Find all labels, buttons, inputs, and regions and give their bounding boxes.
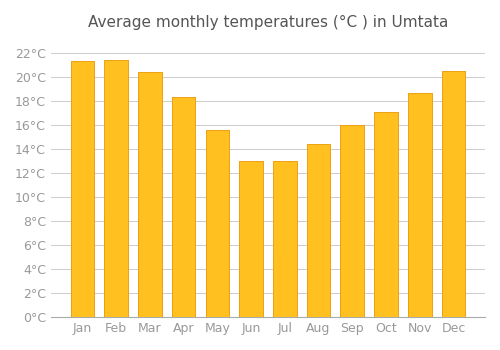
Title: Average monthly temperatures (°C ) in Umtata: Average monthly temperatures (°C ) in Um…	[88, 15, 448, 30]
Bar	[306, 144, 330, 317]
Bar	[70, 61, 94, 317]
Bar	[172, 97, 196, 317]
Bar	[240, 255, 263, 317]
Bar	[408, 92, 432, 317]
Bar	[104, 214, 128, 317]
Bar	[138, 72, 162, 317]
Bar	[340, 125, 364, 317]
Bar	[273, 255, 296, 317]
Bar	[374, 112, 398, 317]
Bar	[340, 125, 364, 317]
Bar	[240, 161, 263, 317]
Bar	[408, 92, 432, 317]
Bar	[70, 61, 94, 317]
Bar	[240, 161, 263, 317]
Bar	[138, 72, 162, 317]
Bar	[442, 71, 466, 317]
Bar	[442, 71, 466, 317]
Bar	[206, 130, 229, 317]
Bar	[104, 60, 128, 317]
Bar	[442, 219, 466, 317]
Bar	[340, 240, 364, 317]
Bar	[104, 60, 128, 317]
Bar	[273, 161, 296, 317]
Bar	[70, 215, 94, 317]
Bar	[172, 97, 196, 317]
Bar	[408, 227, 432, 317]
Bar	[273, 161, 296, 317]
Bar	[374, 235, 398, 317]
Bar	[306, 248, 330, 317]
Bar	[206, 130, 229, 317]
Bar	[206, 242, 229, 317]
Bar	[138, 219, 162, 317]
Bar	[306, 144, 330, 317]
Bar	[374, 112, 398, 317]
Bar	[172, 229, 196, 317]
